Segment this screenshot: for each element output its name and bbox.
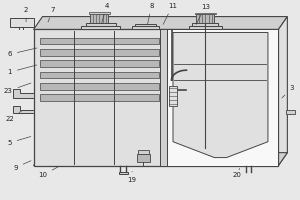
Text: 23: 23 — [4, 83, 31, 94]
Bar — [286, 110, 295, 114]
Bar — [34, 29, 278, 166]
Bar — [10, 18, 34, 27]
Bar — [90, 14, 108, 23]
Text: 10: 10 — [38, 167, 58, 178]
Bar — [118, 172, 127, 174]
Bar — [167, 29, 278, 166]
Polygon shape — [34, 17, 287, 29]
Bar — [132, 26, 159, 29]
Bar — [40, 94, 159, 101]
Text: 7: 7 — [48, 7, 55, 22]
Bar — [136, 154, 150, 162]
Polygon shape — [13, 89, 34, 98]
Text: 4: 4 — [101, 3, 109, 24]
Text: 1: 1 — [8, 65, 37, 75]
Text: 6: 6 — [8, 48, 37, 57]
Text: 19: 19 — [128, 171, 136, 183]
Bar — [40, 49, 159, 56]
Bar — [169, 86, 178, 106]
Bar — [138, 150, 148, 154]
Bar — [195, 13, 216, 14]
Text: 9: 9 — [14, 161, 31, 171]
Text: 20: 20 — [232, 169, 241, 178]
Bar — [192, 23, 218, 26]
Bar — [189, 26, 222, 29]
Bar — [89, 12, 110, 14]
Text: 22: 22 — [5, 110, 22, 122]
Bar — [135, 24, 156, 26]
Bar — [40, 72, 159, 78]
Bar — [40, 83, 159, 90]
Text: 2: 2 — [24, 7, 28, 22]
Bar — [86, 23, 116, 26]
Text: 11: 11 — [163, 3, 177, 24]
Text: 3: 3 — [282, 85, 294, 98]
Bar — [40, 60, 159, 67]
Polygon shape — [278, 17, 287, 166]
Text: 13: 13 — [196, 4, 210, 24]
Bar — [196, 14, 214, 23]
Polygon shape — [13, 106, 34, 113]
Text: 5: 5 — [8, 137, 31, 146]
Bar — [40, 38, 159, 44]
Polygon shape — [173, 32, 268, 158]
Bar — [160, 29, 167, 166]
Polygon shape — [34, 153, 287, 166]
Text: 8: 8 — [148, 3, 154, 24]
Bar — [81, 26, 120, 29]
